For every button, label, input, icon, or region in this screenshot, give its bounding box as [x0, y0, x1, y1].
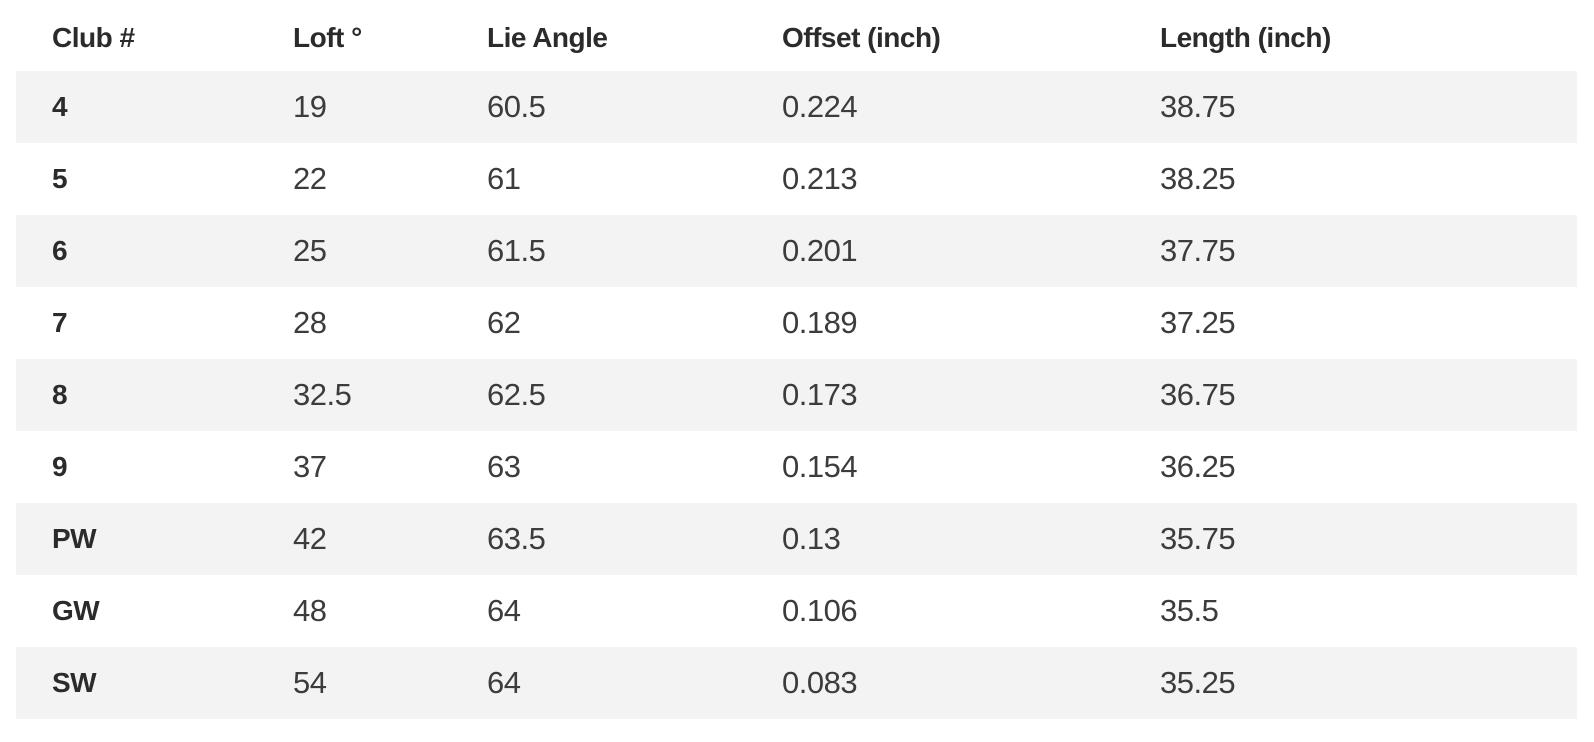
value-cell: 0.083 [782, 665, 858, 700]
value-cell: 63 [487, 449, 521, 484]
value-cell: 0.13 [782, 521, 841, 556]
value-cell: 0.154 [782, 449, 858, 484]
column-header-offset: Offset (inch) [746, 0, 1124, 71]
value-cell: 48 [293, 593, 327, 628]
value-cell: 35.25 [1160, 665, 1236, 700]
value-cell: 64 [487, 665, 521, 700]
column-header-club: Club # [16, 0, 257, 71]
value-cell: 64 [487, 593, 521, 628]
value-cell: 35.75 [1160, 521, 1236, 556]
table-row: 6 25 61.5 0.201 37.75 [16, 215, 1577, 287]
table-row: 4 19 60.5 0.224 38.75 [16, 71, 1577, 143]
value-cell: 60.5 [487, 89, 546, 124]
club-label-cell: GW [52, 595, 100, 626]
value-cell: 0.201 [782, 233, 858, 268]
value-cell: 0.106 [782, 593, 858, 628]
table-row: GW 48 64 0.106 35.5 [16, 575, 1577, 647]
table-body: 4 19 60.5 0.224 38.75 5 22 61 0.213 38.25 6 25 61.5 0… [16, 71, 1577, 719]
value-cell: 63.5 [487, 521, 546, 556]
column-header-loft: Loft ° [257, 0, 451, 71]
value-cell: 42 [293, 521, 327, 556]
table-row: 9 37 63 0.154 36.25 [16, 431, 1577, 503]
table-row: 7 28 62 0.189 37.25 [16, 287, 1577, 359]
club-label-cell: 6 [52, 235, 68, 266]
value-cell: 62.5 [487, 377, 546, 412]
value-cell: 28 [293, 305, 327, 340]
value-cell: 54 [293, 665, 327, 700]
value-cell: 0.213 [782, 161, 858, 196]
table-row: SW 54 64 0.083 35.25 [16, 647, 1577, 719]
value-cell: 22 [293, 161, 327, 196]
value-cell: 62 [487, 305, 521, 340]
table-header: Club # Loft ° Lie Angle Offset (inch) Le… [16, 0, 1577, 71]
value-cell: 32.5 [293, 377, 352, 412]
value-cell: 25 [293, 233, 327, 268]
table-row: 5 22 61 0.213 38.25 [16, 143, 1577, 215]
value-cell: 36.75 [1160, 377, 1236, 412]
table-row: PW 42 63.5 0.13 35.75 [16, 503, 1577, 575]
club-label-cell: 7 [52, 307, 68, 338]
club-label-cell: 8 [52, 379, 68, 410]
club-label-cell: 9 [52, 451, 68, 482]
value-cell: 37.25 [1160, 305, 1236, 340]
value-cell: 61.5 [487, 233, 546, 268]
value-cell: 0.224 [782, 89, 858, 124]
value-cell: 37.75 [1160, 233, 1236, 268]
value-cell: 61 [487, 161, 521, 196]
value-cell: 0.173 [782, 377, 858, 412]
club-label-cell: PW [52, 523, 97, 554]
column-header-length: Length (inch) [1124, 0, 1577, 71]
value-cell: 35.5 [1160, 593, 1219, 628]
value-cell: 36.25 [1160, 449, 1236, 484]
club-label-cell: 4 [52, 91, 68, 122]
column-header-lie-angle: Lie Angle [451, 0, 746, 71]
club-specs-table: Club # Loft ° Lie Angle Offset (inch) Le… [16, 0, 1577, 719]
table-row: 8 32.5 62.5 0.173 36.75 [16, 359, 1577, 431]
value-cell: 0.189 [782, 305, 858, 340]
value-cell: 38.75 [1160, 89, 1236, 124]
value-cell: 37 [293, 449, 327, 484]
header-row: Club # Loft ° Lie Angle Offset (inch) Le… [16, 0, 1577, 71]
club-label-cell: SW [52, 667, 97, 698]
club-label-cell: 5 [52, 163, 68, 194]
value-cell: 38.25 [1160, 161, 1236, 196]
value-cell: 19 [293, 89, 327, 124]
